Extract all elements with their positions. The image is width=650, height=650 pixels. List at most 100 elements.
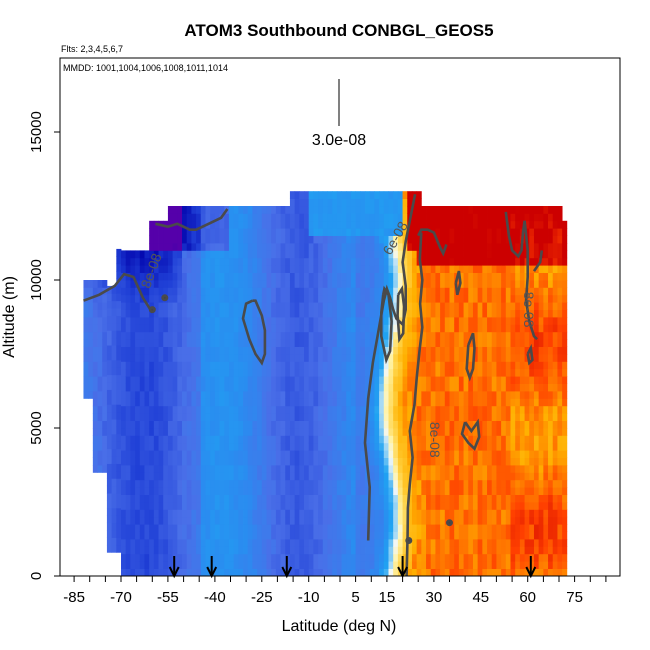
heatmap-cell xyxy=(186,280,192,288)
contour-line xyxy=(155,208,229,231)
heatmap-cell xyxy=(238,354,244,362)
heatmap-cell xyxy=(355,354,361,362)
heatmap-cell xyxy=(294,346,300,355)
heatmap-cell xyxy=(135,450,141,458)
heatmap-cell xyxy=(247,243,253,251)
heatmap-cell xyxy=(318,302,324,310)
heatmap-cell xyxy=(313,331,319,340)
heatmap-cell xyxy=(336,324,342,333)
heatmap-cell xyxy=(519,361,525,370)
heatmap-cell xyxy=(135,302,141,310)
heatmap-cell xyxy=(200,206,206,214)
heatmap-cell xyxy=(379,280,385,288)
heatmap-cell xyxy=(102,420,108,429)
heatmap-cell xyxy=(491,220,497,229)
heatmap-cell xyxy=(322,294,328,303)
heatmap-cell xyxy=(238,524,244,532)
heatmap-cell xyxy=(393,413,399,421)
heatmap-cell xyxy=(496,546,502,555)
heatmap-cell xyxy=(477,243,483,251)
heatmap-cell xyxy=(496,383,502,392)
heatmap-cell xyxy=(191,361,197,370)
heatmap-cell xyxy=(289,376,296,384)
heatmap-cell xyxy=(214,376,220,384)
heatmap-cell xyxy=(426,383,432,392)
heatmap-cell xyxy=(83,361,89,370)
heatmap-cell xyxy=(318,324,324,333)
heatmap-cell xyxy=(304,243,310,251)
heatmap-cell xyxy=(327,435,333,444)
heatmap-cell xyxy=(407,302,413,310)
heatmap-cell xyxy=(182,324,188,333)
heatmap-cell xyxy=(416,435,422,444)
heatmap-cell xyxy=(562,524,568,532)
heatmap-cell xyxy=(440,339,446,347)
heatmap-cell xyxy=(139,391,145,399)
heatmap-cell xyxy=(346,228,352,236)
heatmap-cell xyxy=(477,516,483,525)
heatmap-cell xyxy=(158,272,164,281)
heatmap-cell xyxy=(294,413,300,421)
heatmap-cell xyxy=(304,257,310,266)
heatmap-cell xyxy=(350,435,357,444)
heatmap-cell xyxy=(341,250,347,259)
heatmap-cell xyxy=(191,228,197,236)
heatmap-cell xyxy=(121,494,127,503)
heatmap-cell xyxy=(294,494,300,503)
heatmap-cell xyxy=(533,354,540,362)
heatmap-cell xyxy=(332,368,338,377)
heatmap-cell xyxy=(482,487,488,495)
heatmap-cell xyxy=(139,398,145,407)
heatmap-cell xyxy=(402,391,408,399)
heatmap-cell xyxy=(552,561,558,569)
heatmap-cell xyxy=(247,272,253,281)
heatmap-cell xyxy=(519,317,525,325)
heatmap-cell xyxy=(106,300,113,309)
heatmap-cell xyxy=(243,391,249,399)
heatmap-cell xyxy=(243,220,249,229)
heatmap-cell xyxy=(510,383,516,392)
heatmap-cell xyxy=(416,265,422,273)
heatmap-cell xyxy=(271,228,277,236)
heatmap-cell xyxy=(327,302,333,310)
heatmap-cell xyxy=(482,420,488,429)
heatmap-cell xyxy=(280,324,286,333)
heatmap-cell xyxy=(477,457,483,466)
heatmap-cell xyxy=(388,450,394,458)
heatmap-cell xyxy=(383,457,389,466)
heatmap-cell xyxy=(167,428,174,436)
heatmap-cell xyxy=(214,257,220,266)
heatmap-cell xyxy=(543,302,549,310)
heatmap-cell xyxy=(149,391,155,399)
heatmap-cell xyxy=(350,346,357,355)
heatmap-cell xyxy=(313,243,319,251)
heatmap-cell xyxy=(435,509,441,518)
heatmap-cell xyxy=(257,331,263,340)
heatmap-cell xyxy=(496,272,502,281)
heatmap-cell xyxy=(468,531,474,540)
heatmap-cell xyxy=(350,457,357,466)
heatmap-cell xyxy=(97,287,103,296)
heatmap-cell xyxy=(243,376,249,384)
heatmap-cell xyxy=(332,568,338,577)
heatmap-cell xyxy=(402,324,408,333)
heatmap-cell xyxy=(510,553,516,562)
heatmap-cell xyxy=(149,354,155,362)
heatmap-cell xyxy=(106,308,113,316)
heatmap-cell xyxy=(449,450,455,458)
heatmap-cell xyxy=(458,546,464,555)
heatmap-cell xyxy=(369,420,375,429)
heatmap-cell xyxy=(449,420,455,429)
heatmap-cell xyxy=(491,235,497,244)
heatmap-cell xyxy=(346,553,352,562)
heatmap-cell xyxy=(149,561,155,569)
heatmap-cell xyxy=(350,354,357,362)
heatmap-cell xyxy=(379,413,385,421)
heatmap-cell xyxy=(552,405,558,414)
heatmap-cell xyxy=(243,561,249,569)
heatmap-cell xyxy=(322,339,328,347)
heatmap-cell xyxy=(388,265,394,273)
heatmap-cell xyxy=(135,294,141,303)
heatmap-cell xyxy=(379,287,385,296)
heatmap-cell xyxy=(219,472,225,481)
